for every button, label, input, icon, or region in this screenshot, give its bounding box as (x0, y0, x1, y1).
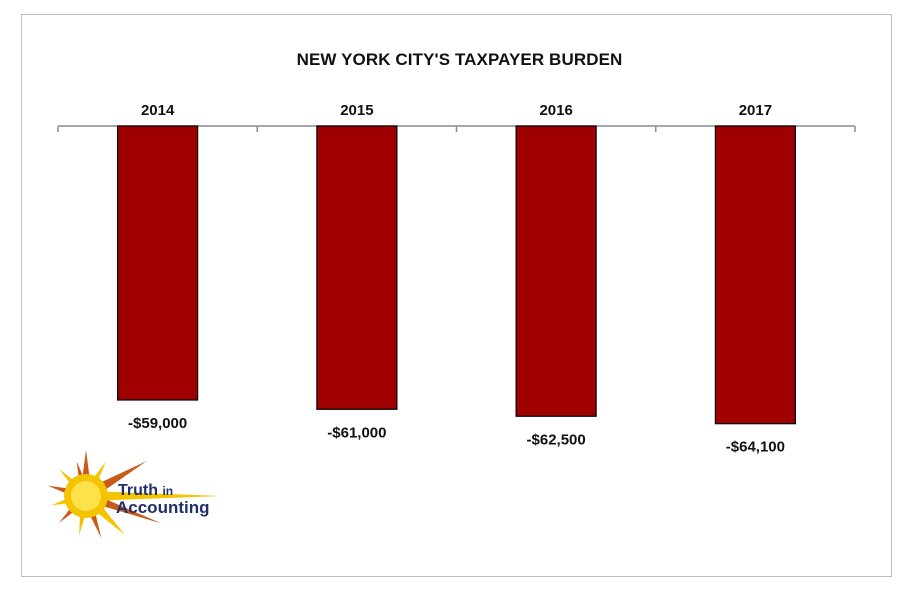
bars (117, 125, 796, 425)
bar-2014 (117, 125, 199, 401)
chart-title: NEW YORK CITY'S TAXPAYER BURDEN (296, 50, 623, 69)
data-label-2014: -$59,000 (128, 415, 187, 432)
data-labels: -$59,000 -$61,000 -$62,500 -$64,100 (128, 415, 785, 456)
data-label-2017: -$64,100 (726, 439, 785, 456)
bar-2017 (714, 125, 796, 425)
bar-2015 (316, 125, 398, 410)
tick-labels: 2014 2015 2016 2017 (141, 102, 772, 119)
bar-2016 (515, 125, 597, 417)
logo-text-truth-in: Truth in (118, 482, 174, 499)
x-tick-label-2016: 2016 (539, 102, 572, 119)
logo-text-accounting: Accounting (116, 498, 210, 517)
truth-in-accounting-sun-icon (47, 450, 221, 539)
x-tick-label-2014: 2014 (141, 102, 175, 119)
x-tick-label-2017: 2017 (739, 102, 772, 119)
x-tick-label-2015: 2015 (340, 102, 373, 119)
sun-ray-icon (86, 491, 221, 501)
data-label-2015: -$61,000 (327, 424, 386, 441)
data-label-2016: -$62,500 (527, 431, 586, 448)
